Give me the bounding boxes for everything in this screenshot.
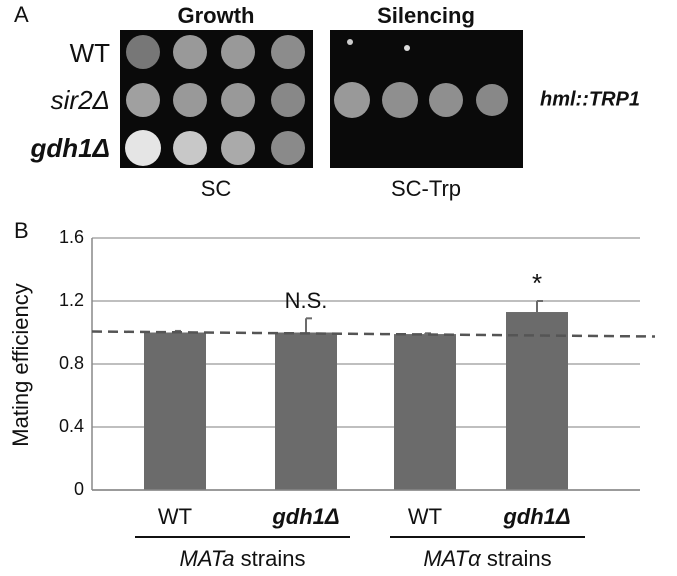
x-tick-label: WT: [158, 504, 192, 529]
y-tick-label: 0.4: [59, 416, 84, 436]
bar: [394, 334, 456, 490]
y-tick-label: 1.6: [59, 227, 84, 247]
medium-label: SC: [201, 176, 232, 201]
column-title: Silencing: [377, 3, 475, 28]
group-suffix: strains: [241, 546, 306, 571]
silencing-spots: [334, 39, 508, 118]
y-tick-label: 0: [74, 479, 84, 499]
x-tick-label: gdh1Δ: [502, 504, 570, 529]
column-title: Growth: [178, 3, 255, 28]
y-tick-label: 0.8: [59, 353, 84, 373]
bar: [144, 332, 206, 490]
group-label: MATα strains: [423, 546, 551, 571]
x-tick-label: WT: [408, 504, 442, 529]
bar: [506, 312, 568, 490]
group-strain: MATa: [180, 546, 235, 571]
x-tick-label: gdh1Δ: [271, 504, 339, 529]
y-tick-label: 1.2: [59, 290, 84, 310]
group-strain: MATα: [423, 546, 482, 571]
reference-line: [91, 330, 656, 338]
annotation: N.S.: [285, 288, 328, 313]
panel-a: A Growth Silencing WT sir2Δ gdh1Δ hml::T…: [14, 2, 640, 201]
panel-b: B Mating efficiency 0 0.4 0.8 1.2 1.6 WT gdh1Δ…: [8, 218, 656, 571]
bar: [275, 332, 337, 490]
group-suffix: strains: [487, 546, 552, 571]
panel-label: B: [14, 218, 29, 243]
group-label: MATa strains: [180, 546, 306, 571]
reporter-label: hml::TRP1: [540, 88, 640, 110]
row-label: gdh1Δ: [29, 133, 110, 163]
row-label: sir2Δ: [51, 85, 110, 115]
panel-label: A: [14, 2, 29, 27]
annotation: *: [532, 268, 542, 298]
y-axis-title: Mating efficiency: [8, 283, 33, 446]
row-label: WT: [70, 38, 111, 68]
growth-spots: [125, 35, 305, 166]
medium-label: SC-Trp: [391, 176, 461, 201]
